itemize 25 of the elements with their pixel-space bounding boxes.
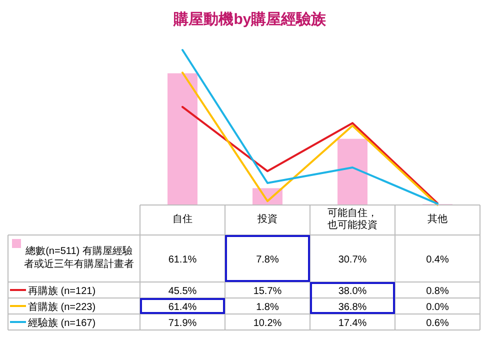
x-tick-label: 其他 [428,214,448,226]
x-tick-label: 投資 [258,214,278,226]
data-label: 61.4% [168,302,197,313]
data-label: 7.8% [256,254,280,266]
x-tick-label: 自住 [172,214,192,226]
data-label: 15.7% [253,286,282,297]
data-label: 36.8% [338,302,367,313]
data-label: 45.5% [168,286,197,297]
data-label: 0.6% [426,318,450,329]
legend-label: 總數(n=511) 有購屋經驗者或近三年有購屋計畫者 [23,246,135,271]
data-label: 0.0% [426,302,450,313]
x-tick-label: 可能自住，也可能投資 [326,208,378,232]
legend-label: 再購族 (n=121) [28,285,96,297]
data-label: 61.1% [168,254,197,266]
chart-title: 購屋動機by購屋經驗族 [172,11,328,28]
data-label: 30.7% [338,254,367,266]
data-label: 71.9% [168,318,197,329]
legend-label: 經驗族 (n=167) [27,317,96,329]
data-label: 0.8% [426,286,450,297]
data-label: 38.0% [338,286,367,297]
data-label: 1.8% [256,302,280,313]
data-label: 0.4% [426,254,450,266]
data-label: 10.2% [253,318,282,329]
legend-label: 首購族 (n=223) [28,301,96,313]
data-label: 17.4% [338,318,367,329]
